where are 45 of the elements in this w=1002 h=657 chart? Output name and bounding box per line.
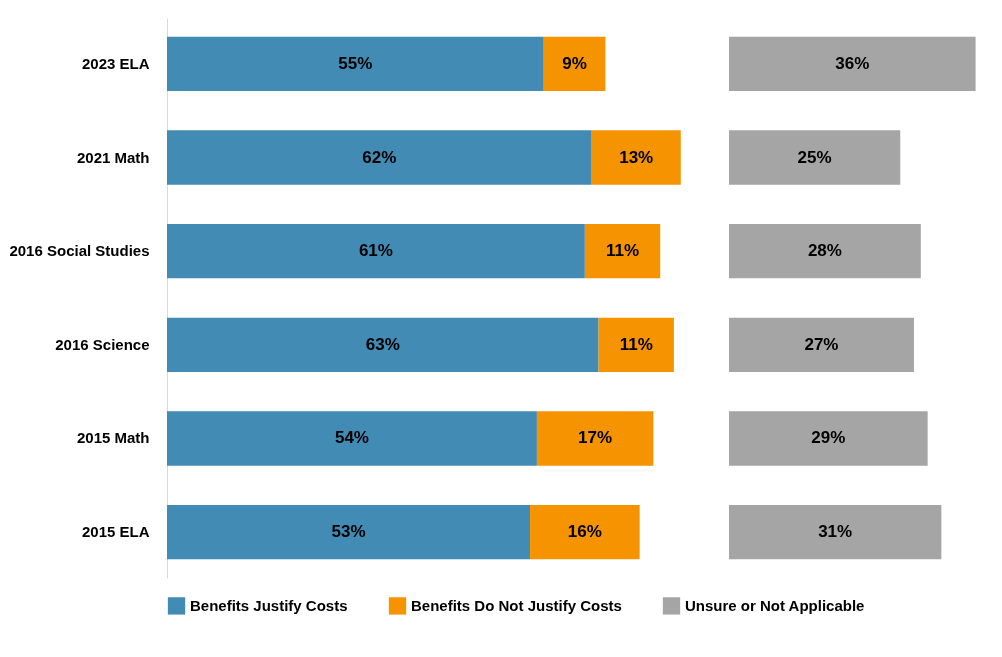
legend-label: Benefits Do Not Justify Costs <box>411 596 622 614</box>
data-label: 25% <box>797 147 832 167</box>
data-label: 27% <box>804 334 839 354</box>
y-tick-label: 2021 Math <box>76 148 150 166</box>
bar <box>584 224 661 279</box>
data-label: 9% <box>562 53 587 73</box>
bar <box>729 504 942 560</box>
y-tick-label: 2023 ELA <box>81 54 150 72</box>
legend-label: Unsure or Not Applicable <box>685 596 865 614</box>
bar <box>167 317 599 372</box>
bar <box>536 411 654 466</box>
bar <box>167 411 537 466</box>
bar <box>729 36 976 92</box>
bar <box>167 504 531 560</box>
data-label: 13% <box>619 147 654 167</box>
y-tick-label: 2015 Math <box>76 429 150 447</box>
data-label: 11% <box>619 334 653 354</box>
data-label: 62% <box>362 147 397 167</box>
bar <box>167 130 592 185</box>
data-label: 17% <box>578 428 613 448</box>
bar <box>598 317 674 372</box>
data-label: 28% <box>807 241 842 261</box>
data-label: 54% <box>334 428 369 448</box>
y-tick-label: 2015 ELA <box>81 523 150 541</box>
bar <box>167 224 585 279</box>
bar <box>729 224 921 279</box>
data-label: 16% <box>567 522 602 542</box>
data-label: 31% <box>818 522 853 542</box>
bar <box>591 130 681 185</box>
data-label: 11% <box>605 241 640 261</box>
data-label: 63% <box>365 334 400 354</box>
data-label: 53% <box>331 522 366 542</box>
bar <box>729 317 914 372</box>
data-label: 29% <box>811 428 846 448</box>
bar <box>729 130 901 185</box>
y-tick-label: 2016 Science <box>55 335 150 353</box>
bar <box>729 411 928 466</box>
data-label: 61% <box>358 241 393 261</box>
data-label: 55% <box>338 53 373 73</box>
y-tick-label: 2016 Social Studies <box>9 242 150 260</box>
bar <box>543 36 606 92</box>
bar <box>167 36 544 92</box>
data-label: 36% <box>835 53 870 73</box>
legend-label: Benefits Justify Costs <box>190 596 348 614</box>
bar <box>530 504 640 560</box>
